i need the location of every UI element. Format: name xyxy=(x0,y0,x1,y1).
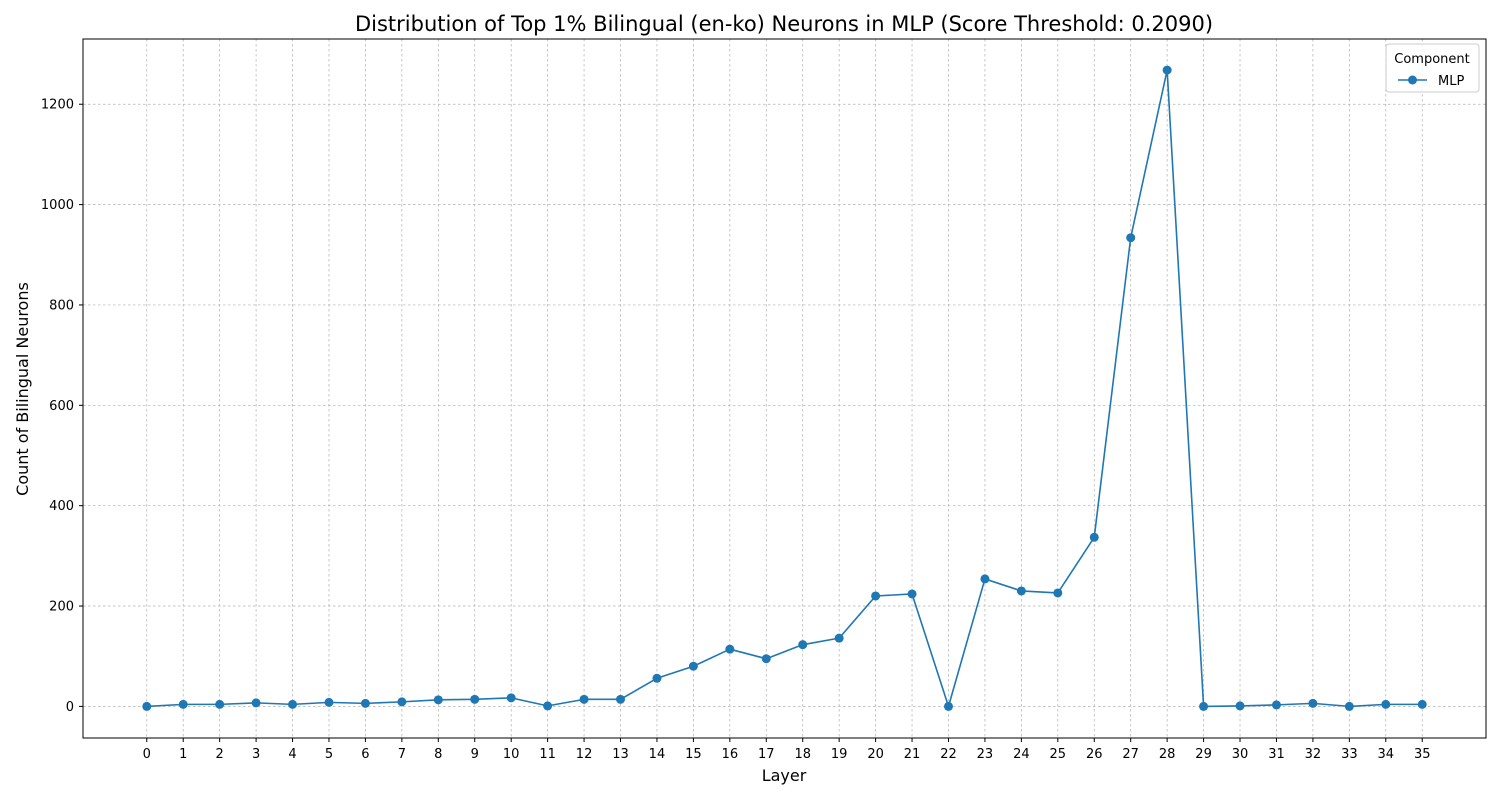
series-line-mlp xyxy=(146,69,1423,708)
x-tick-label: 7 xyxy=(398,747,406,762)
x-tick-label: 1 xyxy=(179,747,187,762)
y-tick-label: 1200 xyxy=(41,98,74,113)
x-tick-label: 11 xyxy=(539,747,556,762)
data-point xyxy=(616,694,626,704)
y-tick-label: 800 xyxy=(49,298,74,313)
data-point xyxy=(871,591,881,601)
data-point xyxy=(907,589,917,599)
data-point xyxy=(1162,65,1172,75)
data-point xyxy=(688,661,698,671)
data-point xyxy=(470,694,480,704)
data-point xyxy=(433,695,443,705)
x-tick-label: 35 xyxy=(1414,747,1431,762)
x-tick-label: 16 xyxy=(722,747,739,762)
x-tick-label: 30 xyxy=(1232,747,1249,762)
x-tick-label: 3 xyxy=(252,747,260,762)
x-tick-label: 9 xyxy=(471,747,479,762)
x-tick-label: 29 xyxy=(1195,747,1212,762)
data-point xyxy=(251,698,261,708)
x-tick-label: 8 xyxy=(434,747,442,762)
x-tick-label: 15 xyxy=(685,747,702,762)
data-point xyxy=(215,699,225,709)
data-point xyxy=(1308,698,1318,708)
data-point xyxy=(142,701,152,711)
data-point xyxy=(943,701,953,711)
plot-area-frame xyxy=(82,38,1487,739)
data-point xyxy=(1417,699,1427,709)
x-tick-label: 21 xyxy=(904,747,921,762)
legend-title: Component xyxy=(1394,52,1469,67)
x-tick-label: 0 xyxy=(143,747,151,762)
y-axis-title: Count of Bilingual Neurons xyxy=(13,282,32,496)
x-tick-label: 5 xyxy=(325,747,333,762)
data-point xyxy=(798,640,808,650)
data-point xyxy=(1235,701,1245,711)
x-tick-label: 33 xyxy=(1341,747,1358,762)
y-tick-label: 1000 xyxy=(41,198,74,213)
x-tick-label: 19 xyxy=(831,747,848,762)
x-tick-label: 28 xyxy=(1159,747,1176,762)
x-tick-label: 6 xyxy=(361,747,369,762)
y-tick-label: 0 xyxy=(66,700,74,715)
data-point xyxy=(506,693,516,703)
data-point xyxy=(834,633,844,643)
x-tick-label: 26 xyxy=(1086,747,1103,762)
data-point xyxy=(1126,233,1136,243)
chart-title: Distribution of Top 1% Bilingual (en-ko)… xyxy=(355,12,1213,36)
series-layer xyxy=(142,65,1427,711)
y-tick-label: 200 xyxy=(49,600,74,615)
x-tick-label: 2 xyxy=(216,747,224,762)
x-tick-label: 23 xyxy=(977,747,994,762)
data-point xyxy=(1089,532,1099,542)
legend: Component MLP xyxy=(1385,43,1480,93)
x-tick-label: 31 xyxy=(1268,747,1285,762)
grid-lines xyxy=(83,39,1486,738)
data-point xyxy=(1016,586,1026,596)
data-point xyxy=(288,699,298,709)
data-point xyxy=(652,673,662,683)
x-tick-label: 14 xyxy=(649,747,666,762)
x-tick-label: 12 xyxy=(576,747,593,762)
x-axis-title: Layer xyxy=(762,766,807,785)
x-tick-label: 24 xyxy=(1013,747,1030,762)
x-tick-label: 32 xyxy=(1305,747,1322,762)
data-point xyxy=(725,644,735,654)
data-point xyxy=(1271,700,1281,710)
legend-marker-swatch xyxy=(1408,75,1417,85)
x-tick-label: 18 xyxy=(794,747,811,762)
data-point xyxy=(1381,699,1391,709)
data-point xyxy=(579,694,589,704)
x-tick-label: 25 xyxy=(1050,747,1067,762)
x-tick-label: 10 xyxy=(503,747,520,762)
y-tick-label: 600 xyxy=(49,399,74,414)
data-point xyxy=(543,701,553,711)
y-tick-label: 400 xyxy=(49,499,74,514)
data-point xyxy=(1199,701,1209,711)
x-tick-label: 13 xyxy=(612,747,629,762)
axis-ticks: 0 1 2 3 4 5 6 7 8 9 10 11 12 13 14 15 16 17 18 19 20 21 22 23 24… xyxy=(41,98,1431,762)
legend-label-mlp: MLP xyxy=(1438,74,1464,89)
x-tick-label: 17 xyxy=(758,747,775,762)
x-tick-label: 27 xyxy=(1122,747,1139,762)
data-point xyxy=(324,697,334,707)
data-point xyxy=(1053,588,1063,598)
data-point xyxy=(1344,701,1354,711)
data-point xyxy=(980,574,990,584)
x-tick-label: 34 xyxy=(1378,747,1395,762)
data-point xyxy=(397,697,407,707)
x-tick-label: 20 xyxy=(867,747,884,762)
x-tick-label: 22 xyxy=(940,747,957,762)
x-tick-label: 4 xyxy=(288,747,296,762)
data-point xyxy=(178,699,188,709)
data-point xyxy=(360,698,370,708)
data-point xyxy=(761,654,771,664)
